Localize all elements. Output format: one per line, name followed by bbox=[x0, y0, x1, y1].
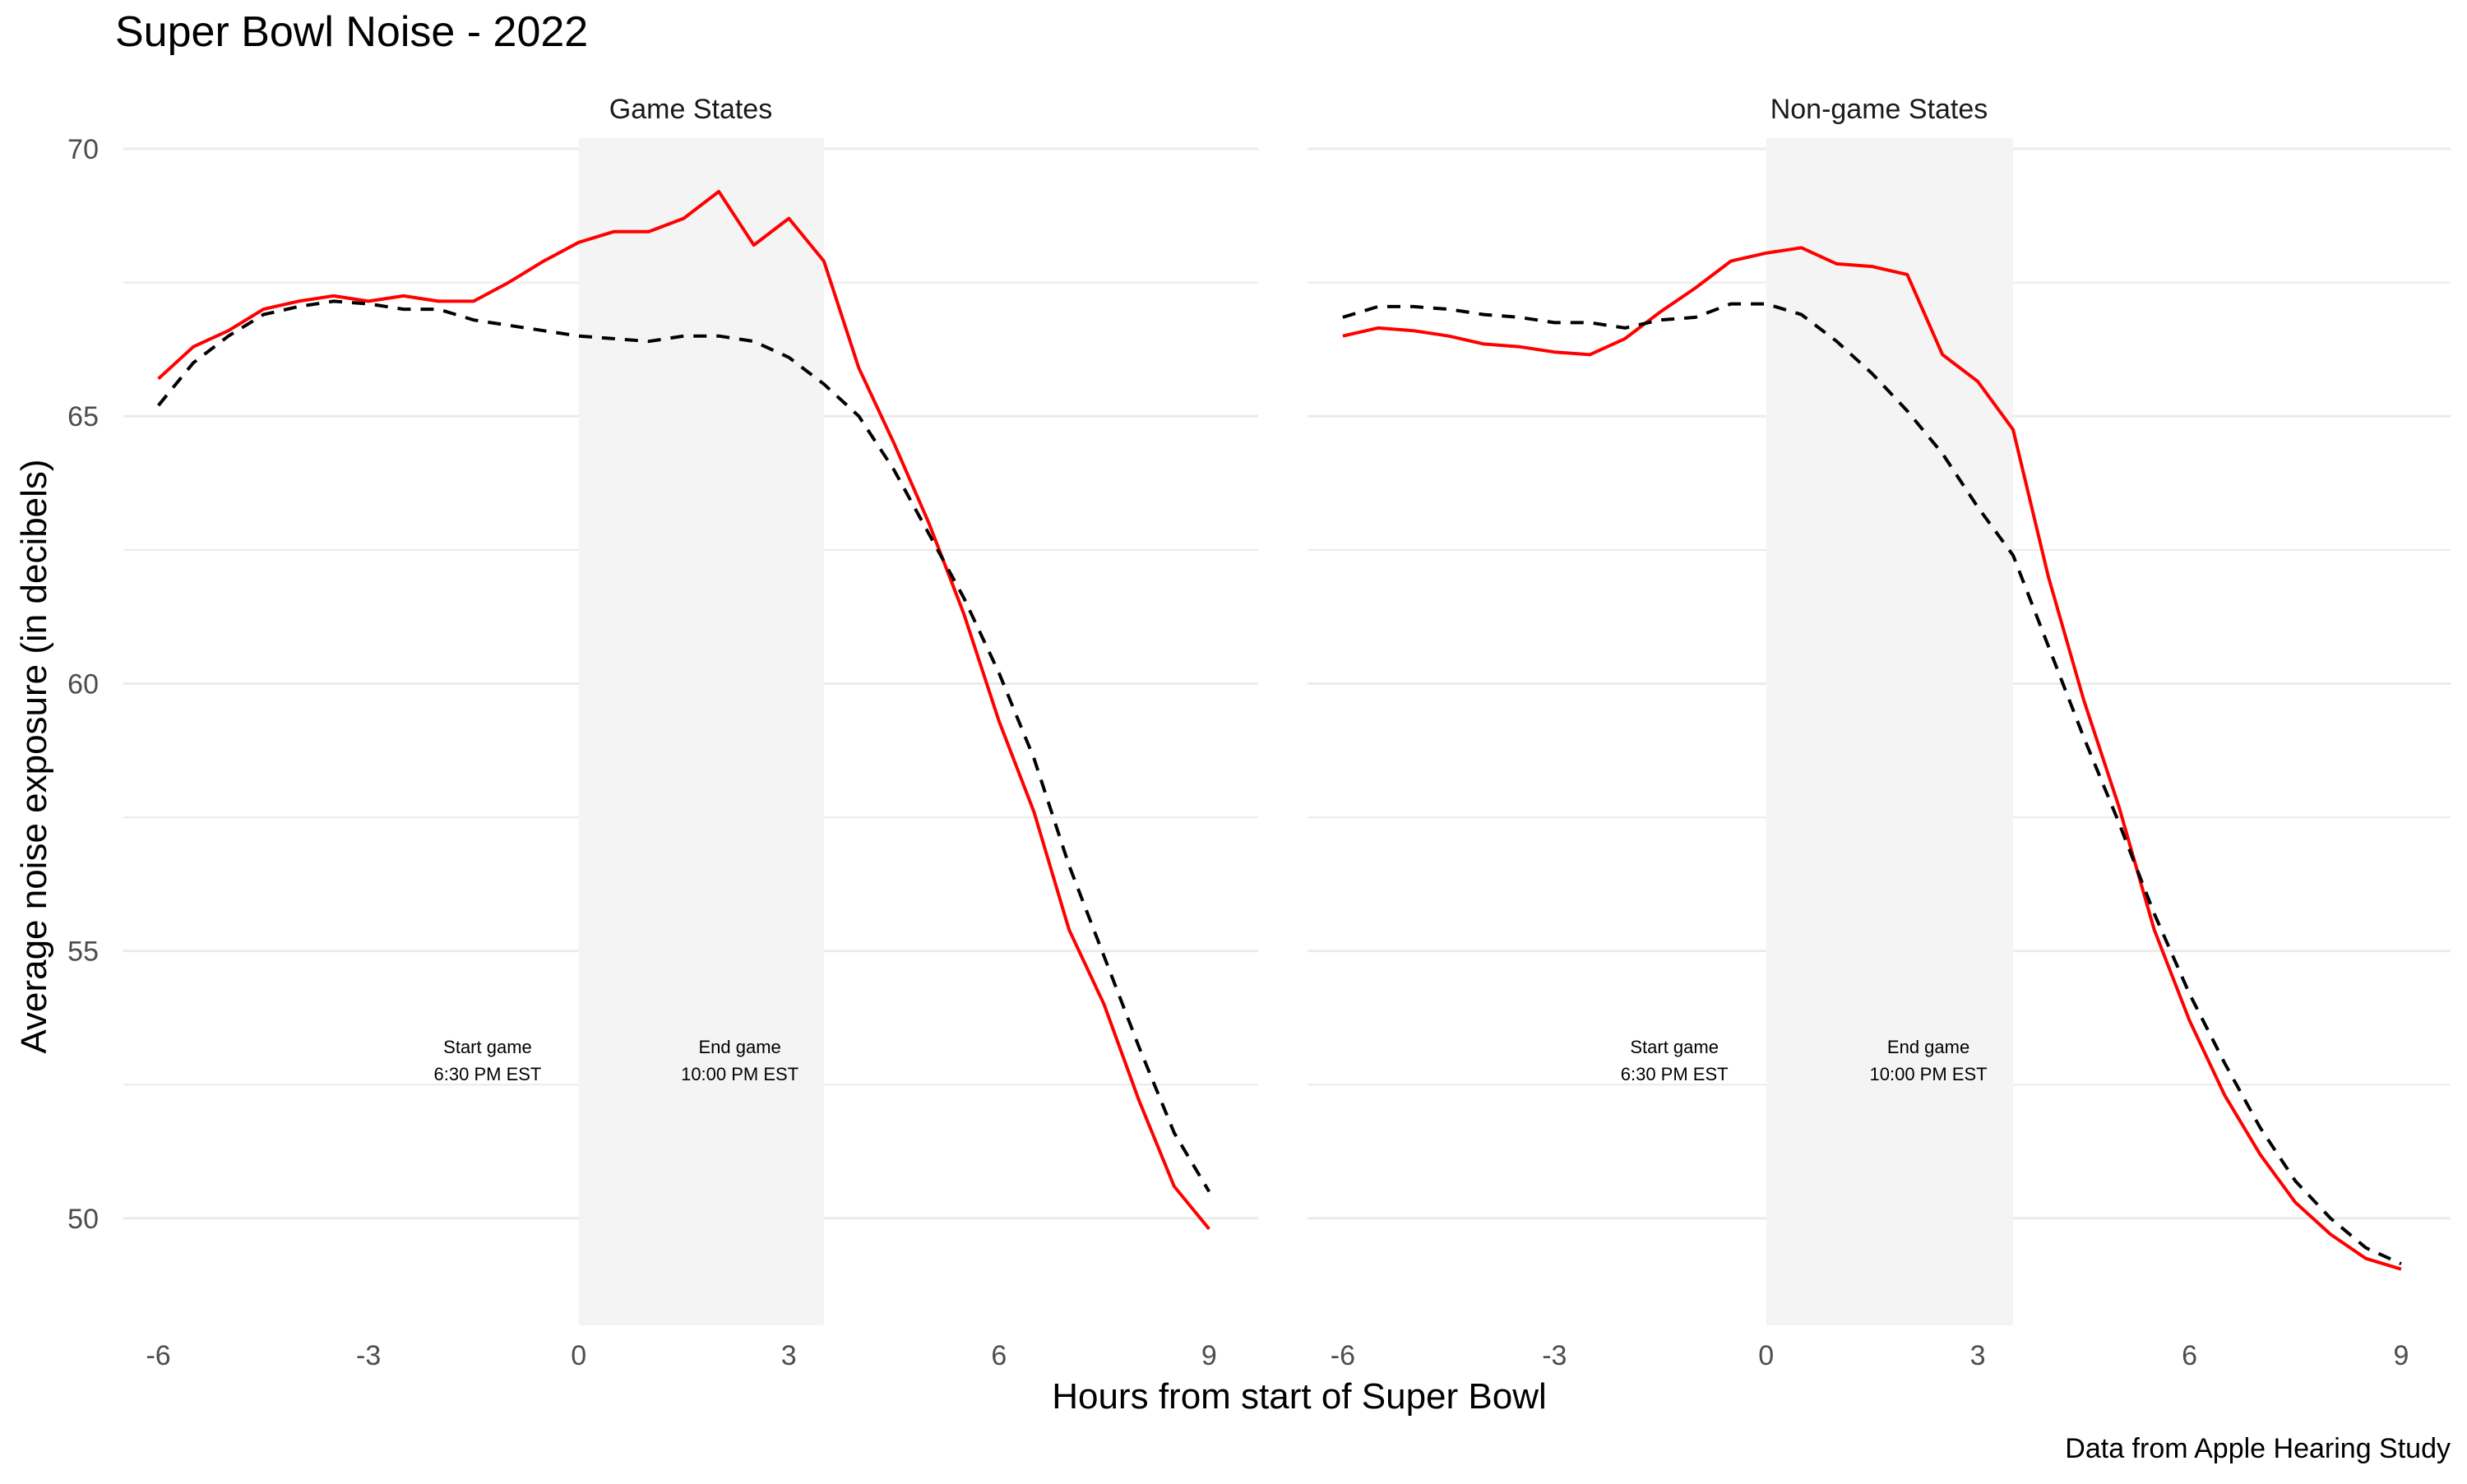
x-tick-label: -6 bbox=[146, 1340, 170, 1371]
series-line-solid bbox=[157, 190, 1210, 1231]
series-line-solid bbox=[1342, 246, 2402, 1271]
x-tick-label: -3 bbox=[356, 1340, 381, 1371]
game-window-shade bbox=[578, 138, 824, 1325]
x-axis-label: Hours from start of Super Bowl bbox=[1052, 1376, 1547, 1417]
y-tick-label: 60 bbox=[67, 668, 99, 700]
x-tick-label: 3 bbox=[781, 1340, 797, 1371]
x-tick-label: 0 bbox=[571, 1340, 586, 1371]
y-tick-label: 55 bbox=[67, 936, 99, 968]
x-tick-label: 6 bbox=[2182, 1340, 2197, 1371]
series-line-dashed bbox=[157, 299, 1211, 1193]
series-line-dashed bbox=[1342, 302, 2402, 1266]
annotation-label: End game 10:00 PM EST bbox=[1870, 1037, 1988, 1084]
annotation-label: Start game 6:30 PM EST bbox=[1621, 1037, 1729, 1084]
facet-panel: Non-game States -6 -3 0 3 6 9 Start game 6:30 PM… bbox=[1308, 94, 2451, 1371]
caption: Data from Apple Hearing Study bbox=[2065, 1433, 2451, 1464]
x-tick-label: 6 bbox=[991, 1340, 1007, 1371]
chart-title: Super Bowl Noise - 2022 bbox=[115, 8, 588, 56]
game-window-shade bbox=[1766, 138, 2014, 1325]
y-tick-label: 65 bbox=[67, 401, 99, 432]
y-tick-label: 50 bbox=[67, 1204, 99, 1235]
facet-label: Game States bbox=[609, 94, 772, 125]
y-axis-label: Average noise exposure (in decibels) bbox=[14, 459, 54, 1053]
x-tick-label: -6 bbox=[1331, 1340, 1355, 1371]
annotation-label: End game 10:00 PM EST bbox=[681, 1037, 798, 1084]
x-tick-label: 9 bbox=[2393, 1340, 2409, 1371]
x-tick-label: 3 bbox=[1970, 1340, 1986, 1371]
y-tick-label: 70 bbox=[67, 134, 99, 165]
x-tick-label: -3 bbox=[1542, 1340, 1567, 1371]
facet-panel: Game States 50 55 60 65 70 -6 -3 0 3 6 9 Start game 6… bbox=[67, 94, 1258, 1371]
facet-label: Non-game States bbox=[1770, 94, 1988, 125]
x-tick-label: 9 bbox=[1201, 1340, 1217, 1371]
x-tick-label: 0 bbox=[1758, 1340, 1774, 1371]
annotation-label: Start game 6:30 PM EST bbox=[434, 1037, 542, 1084]
